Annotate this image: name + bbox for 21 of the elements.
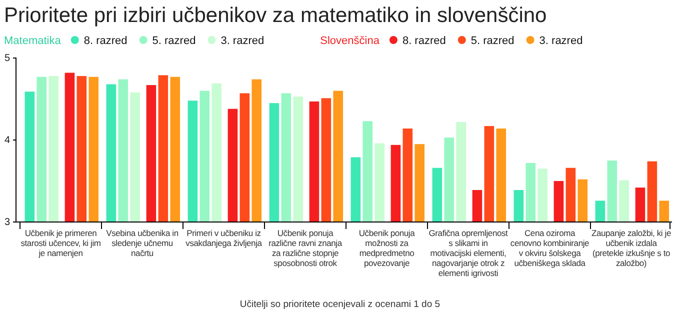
legend-label: 3. razred bbox=[539, 35, 583, 47]
text: Matematika bbox=[4, 35, 62, 47]
legend-label: 5. razred bbox=[470, 35, 514, 47]
legend-label: 8. razred bbox=[84, 35, 128, 47]
text: Učitelji so prioritete ocenjevali z ocenami 1 do 5 bbox=[240, 299, 440, 310]
x-tick-label: Zaupanje založbi, ki je učbenik izdala (pretekle izkušnje s to založbo) bbox=[591, 228, 672, 268]
x-tick-label: Grafična opremljenost s slikami in motivacijski elementi, nagovarjanje otrok z elementi igrivosti bbox=[428, 228, 509, 278]
y-tick-label: 3 bbox=[4, 217, 10, 228]
text: Slovenščina bbox=[320, 35, 380, 47]
x-tick-label: Vsebina učbenika in sledenje učnemu načrtu bbox=[106, 228, 179, 258]
chart-title: Prioritete pri izbiri učbenikov za matematiko in slovenščino bbox=[4, 4, 547, 27]
y-tick-label: 4 bbox=[4, 135, 10, 146]
x-tick-label: Cena oziroma cenovno kombiniranje v okviru šolskega učbeniškega sklada bbox=[510, 228, 590, 268]
x-tick-label: Primeri v učbeniku iz vsakdanjega življenja bbox=[186, 228, 262, 248]
legend-label: 3. razred bbox=[220, 35, 264, 47]
x-tick-label: Učbenik ponuja možnosti za medpredmetno povezovanje bbox=[358, 228, 416, 268]
y-tick-label: 5 bbox=[4, 53, 10, 64]
legend-label: 5. razred bbox=[152, 35, 196, 47]
x-tick-label: Učbenik je primeren starosti učencev, ki jim je namenjen bbox=[20, 228, 101, 258]
legend-label: 8. razred bbox=[402, 35, 446, 47]
x-tick-label: Učbenik ponuja različne ravni znanja za različne stopnje sposobnosti otrok bbox=[268, 228, 342, 268]
